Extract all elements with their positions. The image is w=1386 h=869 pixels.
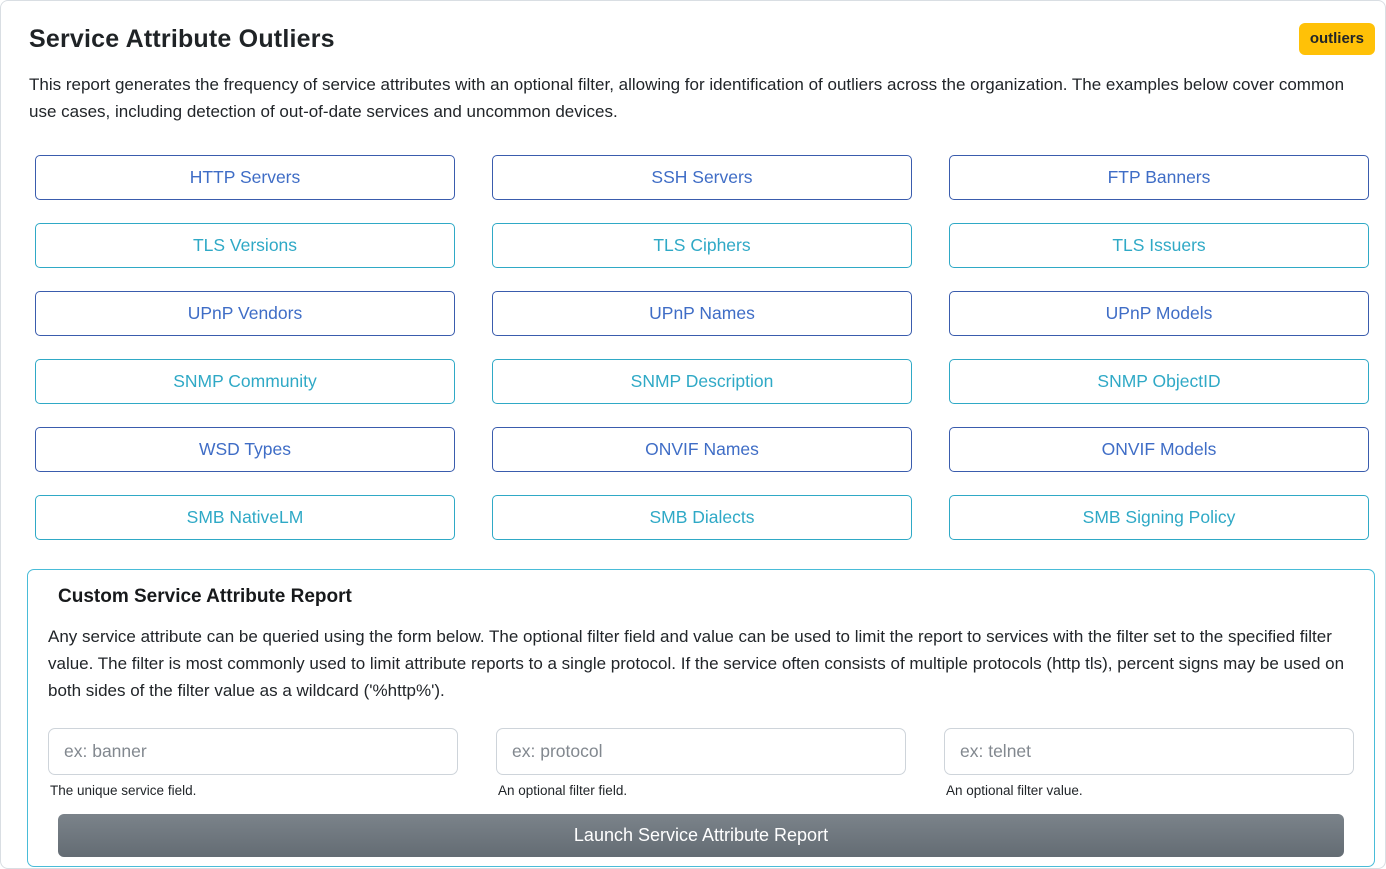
tls-versions-button[interactable]: TLS Versions xyxy=(35,223,455,268)
http-servers-button[interactable]: HTTP Servers xyxy=(35,155,455,200)
filter-field-group: An optional filter field. xyxy=(496,728,906,798)
smb-nativelm-button[interactable]: SMB NativeLM xyxy=(35,495,455,540)
launch-report-button[interactable]: Launch Service Attribute Report xyxy=(58,814,1344,857)
custom-report-form: The unique service field. An optional fi… xyxy=(48,728,1354,798)
service-field-input[interactable] xyxy=(48,728,458,775)
tls-issuers-button[interactable]: TLS Issuers xyxy=(949,223,1369,268)
report-description: This report generates the frequency of s… xyxy=(29,75,1345,121)
filter-field-help: An optional filter field. xyxy=(498,783,628,798)
snmp-description-button[interactable]: SNMP Description xyxy=(492,359,912,404)
outliers-tag-badge[interactable]: outliers xyxy=(1298,23,1375,55)
smb-signing-policy-button[interactable]: SMB Signing Policy xyxy=(949,495,1369,540)
filter-value-help: An optional filter value. xyxy=(946,783,1083,798)
custom-report-title: Custom Service Attribute Report xyxy=(58,586,352,607)
upnp-models-button[interactable]: UPnP Models xyxy=(949,291,1369,336)
upnp-names-button[interactable]: UPnP Names xyxy=(492,291,912,336)
service-field-group: The unique service field. xyxy=(48,728,458,798)
smb-dialects-button[interactable]: SMB Dialects xyxy=(492,495,912,540)
ssh-servers-button[interactable]: SSH Servers xyxy=(492,155,912,200)
filter-value-input[interactable] xyxy=(944,728,1354,775)
upnp-vendors-button[interactable]: UPnP Vendors xyxy=(35,291,455,336)
ftp-banners-button[interactable]: FTP Banners xyxy=(949,155,1369,200)
wsd-types-button[interactable]: WSD Types xyxy=(35,427,455,472)
snmp-objectid-button[interactable]: SNMP ObjectID xyxy=(949,359,1369,404)
snmp-community-button[interactable]: SNMP Community xyxy=(35,359,455,404)
page-title: Service Attribute Outliers xyxy=(29,25,335,53)
custom-report-description: Any service attribute can be queried usi… xyxy=(48,627,1345,700)
custom-report-section: Custom Service Attribute Report Any serv… xyxy=(27,569,1375,867)
onvif-names-button[interactable]: ONVIF Names xyxy=(492,427,912,472)
tls-ciphers-button[interactable]: TLS Ciphers xyxy=(492,223,912,268)
service-field-help: The unique service field. xyxy=(50,783,197,798)
filter-value-group: An optional filter value. xyxy=(944,728,1354,798)
filter-field-input[interactable] xyxy=(496,728,906,775)
onvif-models-button[interactable]: ONVIF Models xyxy=(949,427,1369,472)
page-header: Service Attribute Outliers outliers xyxy=(29,23,1375,55)
report-buttons-grid: HTTP Servers SSH Servers FTP Banners TLS… xyxy=(35,155,1369,540)
